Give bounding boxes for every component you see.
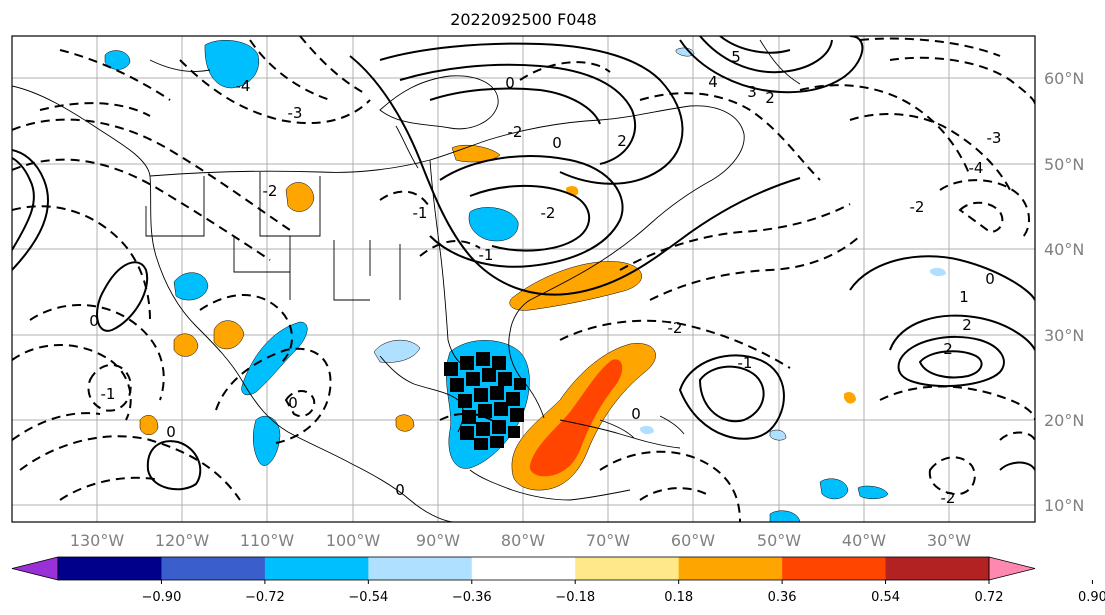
colorbar-tick-label: −0.36 — [452, 590, 492, 605]
colorbar-segment — [368, 557, 473, 580]
contour-label: -3 — [987, 129, 1002, 147]
colorbar-segment — [575, 557, 680, 580]
latitude-labels: 60°N 50°N 40°N 30°N 20°N 10°N — [1044, 69, 1084, 515]
colorbar-extend-low — [11, 556, 59, 581]
longitude-label: 70°W — [586, 531, 630, 550]
longitude-label: 110°W — [240, 531, 295, 550]
longitude-labels: 130°W 120°W 110°W 100°W 90°W 80°W 70°W 60°W 50°W… — [70, 531, 971, 550]
contour-label: -1 — [101, 385, 116, 403]
colorbar-segment — [161, 557, 266, 580]
contour-label: -2 — [508, 123, 523, 141]
longitude-label: 60°W — [671, 531, 715, 550]
contour-label: 5 — [731, 48, 741, 66]
latitude-label: 50°N — [1044, 155, 1084, 174]
colorbar-tick-label: −0.72 — [245, 590, 285, 605]
longitude-label: 30°W — [927, 531, 971, 550]
colorbar-segment — [678, 557, 783, 580]
contour-label: -1 — [738, 354, 753, 372]
dashed-contours — [12, 36, 1035, 522]
longitude-label: 40°W — [842, 531, 886, 550]
contour-label: -1 — [479, 246, 494, 264]
longitude-label: 120°W — [155, 531, 210, 550]
longitude-label: 130°W — [70, 531, 125, 550]
colorbar-frame — [57, 556, 990, 581]
contour-label: -4 — [236, 77, 251, 95]
colorbar: −0.90 −0.72 −0.54 −0.36 −0.18 0.18 0.36 0.54 0.7… — [11, 556, 1105, 605]
contour-label: 2 — [962, 316, 972, 334]
contour-label: -4 — [969, 159, 984, 177]
contour-label: -2 — [263, 182, 278, 200]
longitude-label: 80°W — [501, 531, 545, 550]
solid-contours — [12, 36, 1035, 491]
contour-label: 0 — [166, 423, 176, 441]
longitude-label: 90°W — [416, 531, 460, 550]
contour-label: -2 — [910, 198, 925, 216]
latitude-label: 10°N — [1044, 496, 1084, 515]
contour-label: 4 — [708, 73, 718, 91]
contour-label: 0 — [552, 134, 562, 152]
latitude-label: 60°N — [1044, 69, 1084, 88]
colorbar-segment — [58, 557, 162, 580]
contour-label: 0 — [395, 481, 405, 499]
contour-label: -1 — [413, 204, 428, 222]
longitude-label: 50°W — [757, 531, 801, 550]
colorbar-tick-label: 0.90 — [1078, 590, 1105, 605]
contour-label: 1 — [959, 288, 969, 306]
colorbar-tick-label: −0.18 — [555, 590, 595, 605]
longitude-label: 100°W — [326, 531, 381, 550]
colorbar-segment — [885, 557, 990, 580]
contour-label: -3 — [288, 104, 303, 122]
colorbar-segment — [471, 557, 576, 580]
map-title: 2022092500 F048 — [450, 10, 597, 29]
contour-label: 0 — [505, 74, 515, 92]
colorbar-tick-label: 0.18 — [664, 590, 693, 605]
contour-label: -2 — [668, 319, 683, 337]
contour-label: 0 — [288, 394, 298, 412]
positive-anomaly-atlantic — [509, 261, 642, 311]
colorbar-segment — [264, 557, 369, 580]
contour-label: 0 — [89, 312, 99, 330]
hatch-cluster — [444, 352, 526, 450]
colorbar-segment — [782, 557, 887, 580]
contour-label: -2 — [941, 489, 956, 507]
contour-label: 0 — [631, 405, 641, 423]
contour-label: 3 — [747, 83, 757, 101]
latitude-label: 30°N — [1044, 326, 1084, 345]
strong-anomaly-caribbean — [529, 359, 623, 477]
contour-label: -2 — [541, 204, 556, 222]
contour-label: 2 — [943, 340, 953, 358]
latitude-label: 20°N — [1044, 411, 1084, 430]
colorbar-tick-label: −0.54 — [348, 590, 388, 605]
colorbar-tick-label: 0.54 — [871, 590, 900, 605]
colorbar-tick-label: 0.72 — [975, 590, 1004, 605]
colorbar-extend-high — [988, 556, 1036, 581]
contour-label: 2 — [765, 89, 775, 107]
colorbar-tick-label: 0.36 — [768, 590, 797, 605]
colorbar-tick-label: −0.90 — [142, 590, 182, 605]
contour-label: 0 — [985, 270, 995, 288]
latitude-label: 40°N — [1044, 240, 1084, 259]
coastlines — [12, 39, 801, 522]
map-frame — [11, 35, 1036, 523]
contour-label: 2 — [617, 132, 627, 150]
